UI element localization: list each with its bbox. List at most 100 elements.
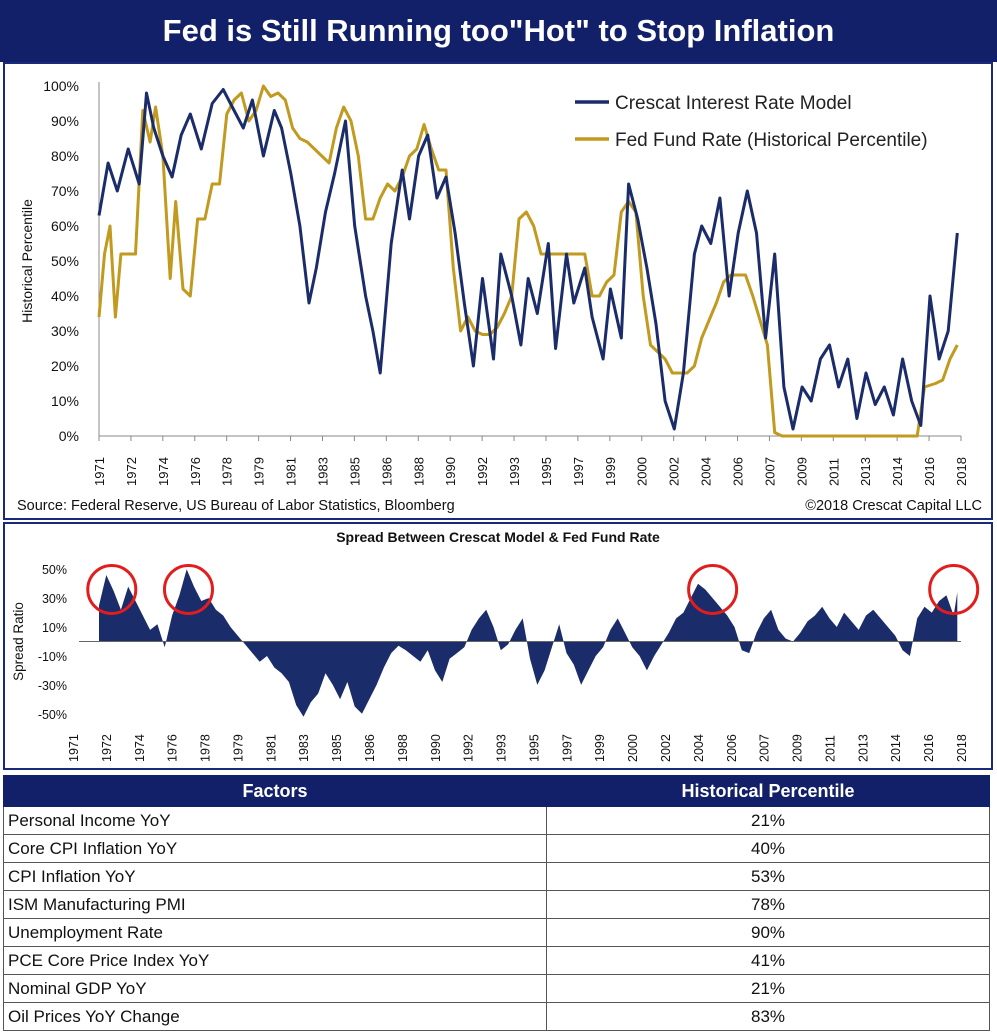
spread-chart-panel: Spread Between Crescat Model & Fed Fund … — [3, 522, 993, 770]
table-row: Unemployment Rate 90% — [3, 918, 990, 947]
spread-x-tick-label: 1972 — [100, 734, 114, 762]
spread-x-tick-label: 1983 — [297, 734, 311, 762]
table-row: Oil Prices YoY Change 83% — [3, 1002, 990, 1031]
y-tick-label: 0% — [59, 428, 79, 444]
highlight-circle — [162, 563, 214, 615]
spread-y-tick-label: 30% — [42, 592, 67, 606]
series-line — [97, 88, 959, 431]
x-tick-label: 1999 — [603, 457, 618, 486]
spread-x-tick-label: 1979 — [231, 734, 245, 762]
x-tick-label: 2016 — [922, 457, 937, 486]
factor-percentile: 21% — [546, 806, 990, 835]
factor-percentile: 90% — [546, 918, 990, 947]
highlight-circle — [687, 563, 739, 615]
spread-y-tick-label: -50% — [38, 708, 67, 722]
spread-x-tick-label: 2014 — [889, 734, 903, 762]
highlight-circle — [86, 563, 138, 615]
spread-x-tick-label: 2006 — [725, 734, 739, 762]
spread-y-tick-label: 50% — [42, 563, 67, 577]
y-tick-label: 70% — [51, 183, 79, 199]
x-tick-label: 2013 — [858, 457, 873, 486]
factor-name: Unemployment Rate — [3, 918, 547, 947]
line-chart-panel: 0% 10% 20% 30% 40% 50% 60% 70% 80% 90% 100% 1971 197… — [3, 62, 993, 520]
spread-x-tick-label: 1988 — [396, 734, 410, 762]
spread-area — [99, 569, 958, 717]
spread-x-tick-label: 1971 — [67, 734, 81, 762]
legend-label: Fed Fund Rate (Historical Percentile) — [615, 130, 928, 151]
table-row: PCE Core Price Index YoY 41% — [3, 946, 990, 975]
table-row: Personal Income YoY 21% — [3, 806, 990, 835]
y-tick-label: 30% — [51, 323, 79, 339]
spread-x-tick-label: 2007 — [758, 734, 772, 762]
x-tick-label: 1986 — [379, 457, 394, 486]
y-tick-label: 40% — [51, 288, 79, 304]
spread-y-tick-label: 10% — [42, 621, 67, 635]
x-tick-label: 1993 — [507, 457, 522, 486]
y-tick-label: 10% — [51, 393, 79, 409]
table-row: ISM Manufacturing PMI 78% — [3, 890, 990, 919]
x-tick-label: 1997 — [571, 457, 586, 486]
spread-x-tick-label: 1995 — [527, 734, 541, 762]
table-header-factors: Factors — [3, 775, 547, 807]
x-tick-label: 2007 — [762, 457, 777, 486]
y-tick-label: 90% — [51, 113, 79, 129]
y-tick-label: 100% — [43, 78, 79, 94]
spread-x-tick-label: 1992 — [462, 734, 476, 762]
spread-y-tick-label: -30% — [38, 679, 67, 693]
spread-x-tick-label: 1990 — [429, 734, 443, 762]
factor-name: ISM Manufacturing PMI — [3, 890, 547, 919]
factor-percentile: 41% — [546, 946, 990, 975]
x-tick-label: 1988 — [411, 457, 426, 486]
table-row: Nominal GDP YoY 21% — [3, 974, 990, 1003]
x-tick-label: 1972 — [124, 457, 139, 486]
factor-name: PCE Core Price Index YoY — [3, 946, 547, 975]
series-line — [97, 84, 959, 438]
y-tick-label: 60% — [51, 218, 79, 234]
x-tick-label: 1992 — [475, 457, 490, 486]
y-tick-label: 80% — [51, 148, 79, 164]
spread-x-tick-label: 1999 — [593, 734, 607, 762]
x-tick-label: 1983 — [315, 457, 330, 486]
spread-x-tick-label: 2013 — [856, 734, 870, 762]
spread-x-tick-label: 1986 — [363, 734, 377, 762]
x-tick-label: 2004 — [699, 457, 714, 486]
x-tick-label: 2009 — [794, 457, 809, 486]
factor-percentile: 78% — [546, 890, 990, 919]
x-tick-label: 2002 — [667, 457, 682, 486]
y-tick-label: 20% — [51, 358, 79, 374]
table-header-percentile: Historical Percentile — [546, 775, 990, 807]
x-tick-label: 1978 — [220, 457, 235, 486]
spread-x-tick-label: 1981 — [264, 734, 278, 762]
y-tick-label: 50% — [51, 253, 79, 269]
x-tick-label: 1979 — [252, 457, 267, 486]
x-tick-label: 1971 — [92, 457, 107, 486]
x-tick-label: 1974 — [156, 457, 171, 486]
spread-x-tick-label: 1985 — [330, 734, 344, 762]
spread-x-tick-label: 2000 — [626, 734, 640, 762]
factors-table: Factors Historical Percentile Personal I… — [3, 775, 990, 1031]
spread-x-tick-label: 2018 — [955, 734, 969, 762]
x-tick-label: 1981 — [284, 457, 299, 486]
spread-x-tick-label: 2016 — [922, 734, 936, 762]
factor-name: Personal Income YoY — [3, 806, 547, 835]
copyright-note: ©2018 Crescat Capital LLC — [805, 498, 982, 514]
source-note: Source: Federal Reserve, US Bureau of La… — [17, 498, 455, 514]
highlight-circle — [928, 563, 980, 615]
x-tick-label: 1976 — [188, 457, 203, 486]
table-row: Core CPI Inflation YoY 40% — [3, 834, 990, 863]
spread-x-tick-label: 1997 — [560, 734, 574, 762]
line-chart: 0% 10% 20% 30% 40% 50% 60% 70% 80% 90% 100% 1971 197… — [17, 78, 982, 514]
spread-x-tick-label: 1974 — [133, 734, 147, 762]
spread-x-tick-label: 2011 — [823, 735, 837, 762]
factor-percentile: 40% — [546, 834, 990, 863]
spread-x-tick-label: 1978 — [199, 734, 213, 762]
table-header-row: Factors Historical Percentile — [3, 775, 990, 807]
x-tick-label: 2000 — [635, 457, 650, 486]
page-title: Fed is Still Running too"Hot" to Stop In… — [0, 0, 997, 62]
spread-x-tick-label: 1993 — [495, 734, 509, 762]
factor-name: Nominal GDP YoY — [3, 974, 547, 1003]
x-tick-label: 2006 — [731, 457, 746, 486]
spread-x-tick-label: 1976 — [166, 734, 180, 762]
x-tick-label: 2014 — [890, 457, 905, 486]
